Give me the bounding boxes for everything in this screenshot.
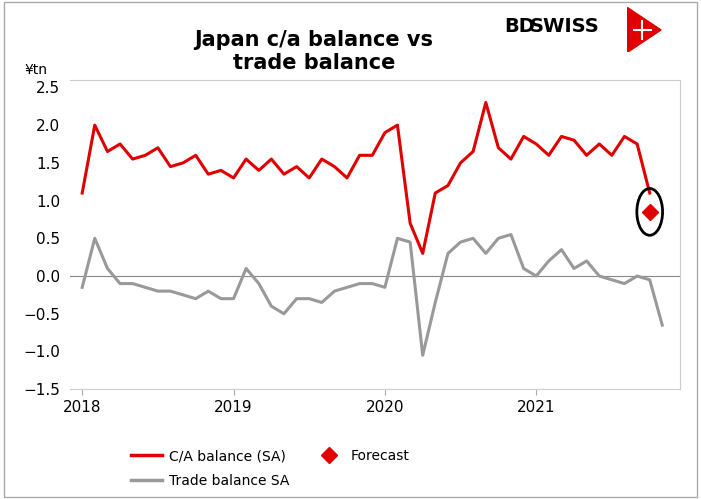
Polygon shape (627, 7, 661, 52)
Text: ¥tn: ¥tn (25, 63, 48, 77)
Text: SWISS: SWISS (529, 17, 599, 36)
Title: Japan c/a balance vs
trade balance: Japan c/a balance vs trade balance (195, 29, 433, 73)
Text: BD: BD (505, 17, 536, 36)
Legend: Trade balance SA: Trade balance SA (126, 469, 295, 494)
